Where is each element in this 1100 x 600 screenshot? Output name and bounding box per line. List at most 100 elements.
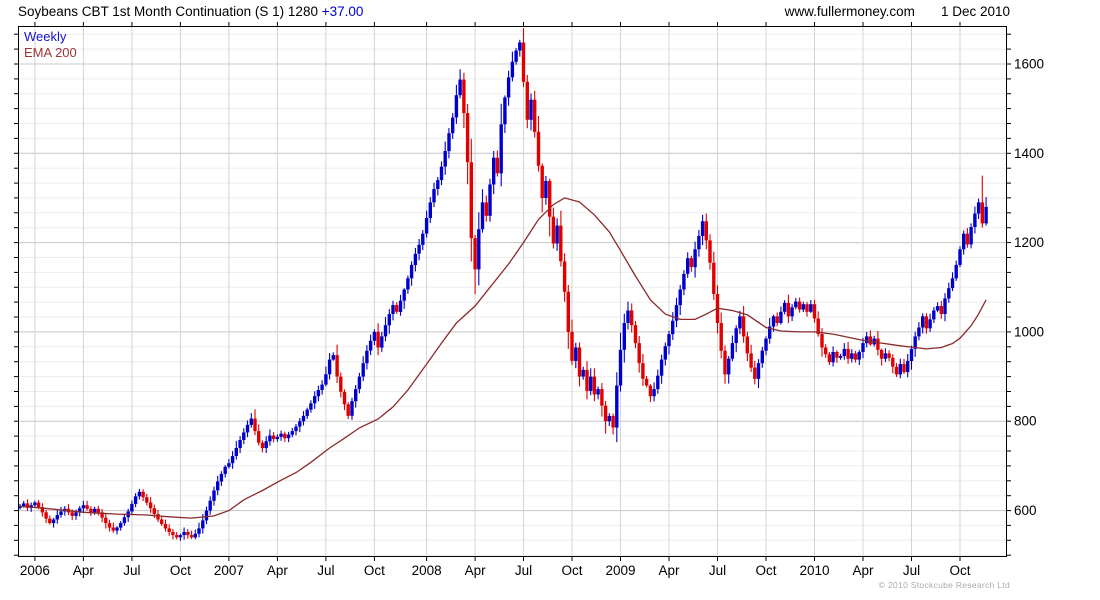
candle-down [592,376,597,395]
candle-up [801,304,805,310]
candle-up [357,376,362,390]
candle-up [454,95,459,118]
candle-down [559,225,563,262]
candle-up [607,415,611,422]
candle-up [424,218,429,234]
candle-up [850,353,854,359]
candle-up [730,343,735,359]
candle-up [421,233,425,245]
candle-up [33,502,37,506]
candle-up [682,273,686,290]
candle-up [514,50,518,62]
candle-up [51,519,56,524]
candle-up [130,503,134,512]
candle-up [406,278,410,290]
candle-up [503,97,507,125]
candle-down [939,306,943,314]
candle-up [294,426,298,432]
copyright: © 2010 Stockcube Research Ltd [878,580,1010,590]
y-axis-label: 1000 [1014,324,1044,339]
candle-up [372,331,377,341]
candle-up [447,133,451,152]
candle-up [667,334,671,347]
candle-up [18,506,22,508]
x-axis-label: Apr [658,563,680,578]
chart-legend: Weekly EMA 200 [24,29,77,61]
candle-up [727,358,731,375]
candle-down [462,79,466,114]
candle-down [152,508,156,515]
candle-up [264,441,268,448]
candle-up [768,326,772,339]
candle-up [764,338,768,351]
candle-down [469,162,473,239]
candle-up [137,491,142,497]
candle-down [980,202,984,224]
candle-down [141,491,145,498]
candle-up [917,327,921,337]
date-text: 1 Dec 2010 [940,4,1010,19]
x-axis-label: Jul [903,563,920,578]
candle-down [753,367,757,379]
candle-down [577,347,582,377]
candle-up [402,289,406,301]
candle-down [603,405,608,422]
candle-up [686,258,690,274]
candle-up [671,320,675,335]
candle-up [518,42,522,51]
candle-up [700,221,705,236]
candle-up [831,352,835,363]
candle-down [44,512,48,519]
candle-down [25,503,30,508]
candle-up [838,356,843,358]
candle-up [305,409,309,416]
candle-down [741,316,746,337]
x-axis-label: Apr [73,563,95,578]
candle-up [969,227,973,245]
candle-down [376,331,380,348]
candle-down [271,435,276,440]
candle-up [204,510,209,521]
candle-down [473,238,477,270]
x-axis-label: Jul [515,563,532,578]
candle-down [611,415,615,428]
candle-up [921,316,925,328]
candle-down [70,512,74,516]
candle-up [361,363,365,377]
candle-up [182,532,186,536]
price-change: +37.00 [321,4,364,19]
candle-down [48,518,52,524]
candle-down [827,354,832,363]
candle-up [92,508,97,513]
candle-up [663,346,667,360]
candle-up [331,355,335,360]
candle-up [242,432,246,440]
candle-down [484,202,488,216]
candle-up [197,528,201,534]
candle-down [171,532,175,536]
candle-up [324,374,328,385]
candle-up [928,319,932,329]
candle-down [924,316,929,329]
candle-down [820,334,824,348]
chart-header: Soybeans CBT 1st Month Continuation (S 1… [0,0,1100,24]
candle-up [219,473,224,482]
candle-down [644,378,649,386]
candle-down [723,350,727,375]
x-axis-label: Jul [123,563,140,578]
candle-down [633,325,638,344]
x-axis-label: Jul [317,563,334,578]
candle-down [342,391,347,405]
candle-down [89,508,93,513]
candle-up [22,503,26,507]
candle-down [824,347,828,355]
candle-up [119,523,123,528]
candle-up [309,403,313,410]
candlesticks [18,28,988,541]
y-axis-label: 1600 [1014,57,1044,72]
candle-up [238,440,242,448]
x-axis-label: 2010 [799,563,829,578]
x-axis-label: Jul [709,563,726,578]
candle-up [954,264,958,279]
candle-down [853,353,858,360]
